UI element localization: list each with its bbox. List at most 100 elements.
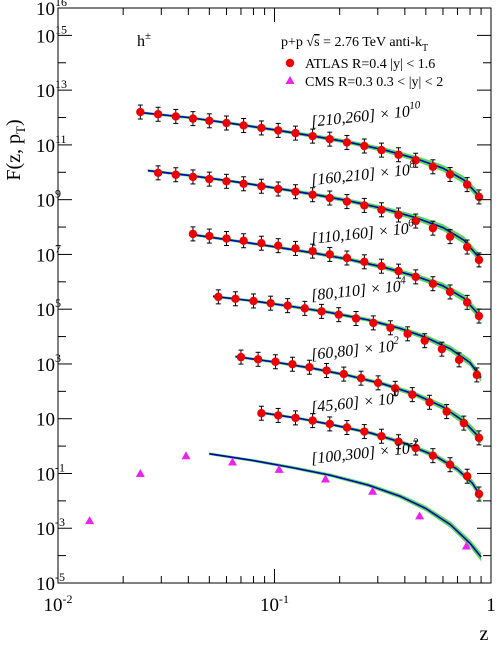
y-tick-label-exp: -3: [55, 515, 65, 529]
atlas-point: [273, 411, 283, 420]
atlas-point: [462, 472, 472, 481]
legend-cms-label: CMS R=0.3 0.3 < |y| < 2: [305, 75, 443, 90]
y-tick-label: 10-3: [36, 515, 65, 540]
y-tick-label-exp: 13: [55, 77, 67, 91]
atlas-point: [291, 244, 300, 253]
particle-label-sup: ±: [145, 30, 151, 42]
atlas-point: [205, 231, 214, 241]
atlas-point: [474, 311, 484, 321]
atlas-point: [462, 298, 472, 307]
series-annotation-exp: 2: [393, 334, 400, 347]
legend-cms-marker: [285, 76, 295, 84]
atlas-point: [425, 398, 434, 407]
atlas-point: [411, 156, 420, 165]
y-tick-label: 103: [36, 351, 61, 376]
legend-header-energy: = 2.76 TeV anti-k: [320, 35, 422, 50]
theory-curve: [235, 355, 482, 440]
atlas-point: [300, 304, 309, 313]
y-tick-label-base: 10: [36, 574, 55, 595]
atlas-point: [377, 262, 386, 271]
y-tick-label-exp: 11: [55, 132, 67, 146]
atlas-point: [325, 419, 334, 429]
y-tick-label-exp: 5: [55, 296, 61, 310]
atlas-point: [239, 121, 248, 130]
atlas-point: [445, 232, 455, 241]
y-tick-label-base: 10: [36, 300, 55, 321]
atlas-point: [291, 413, 300, 423]
atlas-point: [342, 138, 352, 147]
atlas-point: [257, 409, 266, 418]
y-axis-title-close: ): [3, 119, 25, 126]
atlas-point: [445, 287, 455, 297]
x-tick-label: 10-2: [44, 592, 73, 616]
cms-point: [181, 451, 191, 460]
y-tick-label-exp: 15: [55, 22, 67, 36]
atlas-point: [394, 150, 403, 159]
atlas-point: [308, 131, 317, 141]
atlas-point: [222, 118, 231, 128]
y-tick-label: 1015: [36, 22, 67, 47]
atlas-point: [428, 279, 438, 288]
particle-label-main: h: [137, 33, 145, 50]
y-tick-label: 107: [36, 241, 61, 266]
x-tick-label-base: 10: [44, 595, 63, 616]
y-tick-label: 10-1: [36, 460, 65, 485]
atlas-point: [283, 301, 292, 310]
series-annotation-exp: 6: [408, 217, 415, 230]
atlas-point: [428, 223, 438, 233]
atlas-point: [377, 432, 386, 441]
atlas-point: [334, 310, 343, 319]
atlas-point: [222, 234, 231, 243]
x-axis-title: z: [480, 623, 489, 645]
atlas-point: [394, 266, 403, 276]
atlas-point: [308, 246, 317, 256]
x-tick-label-base: 10: [260, 595, 279, 616]
atlas-point: [291, 187, 300, 196]
atlas-point: [257, 239, 266, 248]
atlas-point: [153, 110, 163, 119]
atlas-point: [171, 112, 180, 121]
y-tick-label-base: 10: [36, 81, 55, 102]
atlas-point: [171, 170, 180, 179]
atlas-point: [308, 416, 317, 425]
y-tick-label: 1016: [36, 0, 67, 20]
atlas-point: [136, 107, 145, 117]
theory-curve: [209, 453, 482, 558]
atlas-point: [257, 182, 266, 191]
atlas-point: [239, 236, 248, 245]
atlas-point: [445, 170, 455, 179]
atlas-point: [454, 355, 464, 365]
atlas-point: [394, 210, 403, 220]
atlas-point: [474, 433, 484, 443]
legend-header-s: s: [314, 35, 319, 50]
cms-point: [368, 486, 378, 495]
atlas-point: [266, 298, 275, 308]
atlas-point: [317, 307, 326, 316]
y-tick-label: 10-5: [36, 570, 65, 595]
legend: p+p √s = 2.76 TeV anti-kT ATLAS R=0.4 |y…: [281, 35, 443, 90]
atlas-point: [408, 390, 417, 399]
atlas-point: [305, 363, 314, 372]
y-tick-label-exp: -1: [55, 460, 65, 474]
atlas-point: [342, 423, 352, 432]
y-tick-label-base: 10: [36, 355, 55, 376]
atlas-point: [377, 205, 386, 214]
atlas-point: [188, 172, 198, 182]
y-tick-label-base: 10: [36, 410, 55, 431]
atlas-point: [411, 272, 420, 282]
atlas-point: [377, 145, 386, 155]
atlas-point: [153, 168, 163, 178]
data-points: [85, 104, 484, 550]
atlas-point: [291, 128, 300, 138]
atlas-point: [342, 197, 352, 206]
x-tick-label-exp: -1: [279, 592, 289, 606]
series-annotation-exp: 8: [409, 158, 416, 171]
legend-header: p+p √s = 2.76 TeV anti-kT: [281, 35, 428, 54]
atlas-point: [474, 255, 484, 265]
atlas-point: [339, 369, 349, 379]
x-tick-label: 1: [486, 595, 496, 616]
y-tick-label-base: 10: [36, 26, 55, 47]
atlas-point: [472, 370, 482, 380]
